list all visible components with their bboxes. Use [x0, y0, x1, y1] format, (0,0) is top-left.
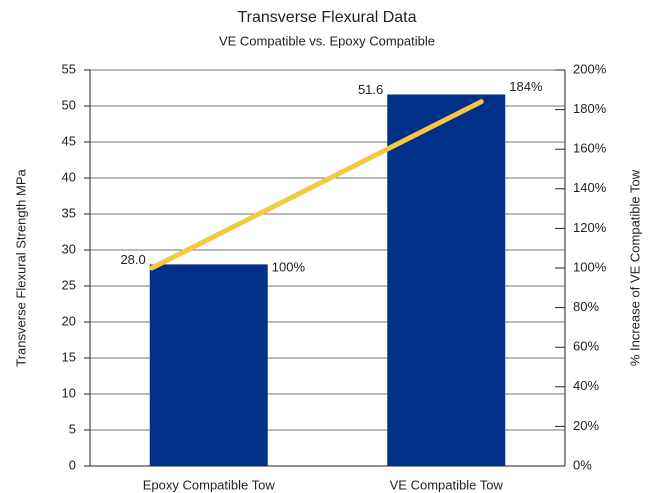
y2-tick-label: 200%: [573, 61, 607, 76]
y2-tick-label: 180%: [573, 101, 607, 116]
y-tick-label: 45: [62, 133, 76, 148]
y2-tick-label: 160%: [573, 141, 607, 156]
y-axis-label: Transverse Flexural Strength MPa: [13, 168, 28, 366]
x-tick-label: VE Compatible Tow: [390, 477, 504, 492]
bar: [387, 94, 506, 466]
bar-value-label: 28.0: [120, 252, 145, 267]
y-tick-label: 55: [62, 61, 76, 76]
y2-tick-label: 120%: [573, 220, 607, 235]
y2-tick-label: 40%: [573, 378, 599, 393]
line-value-label: 184%: [509, 79, 543, 94]
y-tick-label: 20: [62, 313, 76, 328]
bar-value-label: 51.6: [358, 82, 383, 97]
y2-tick-label: 140%: [573, 180, 607, 195]
y-tick-label: 50: [62, 97, 76, 112]
line-value-label: 100%: [272, 259, 306, 274]
bar: [149, 264, 268, 466]
y2-tick-label: 20%: [573, 418, 599, 433]
y-tick-label: 25: [62, 277, 76, 292]
line-series: [149, 99, 484, 271]
y2-tick-label: 0%: [573, 457, 592, 472]
y2-axis-label: % Increase of VE Compatible Tow: [627, 169, 642, 366]
y-tick-label: 40: [62, 169, 76, 184]
chart-title: Transverse Flexural Data: [237, 9, 416, 26]
y2-tick-label: 60%: [573, 339, 599, 354]
y-tick-label: 30: [62, 241, 76, 256]
x-tick-label: Epoxy Compatible Tow: [143, 477, 276, 492]
y-tick-label: 35: [62, 205, 76, 220]
chart-subtitle: VE Compatible vs. Epoxy Compatible: [219, 33, 435, 48]
y-tick-label: 5: [69, 421, 76, 436]
y2-tick-label: 100%: [573, 259, 607, 274]
y-tick-label: 0: [69, 457, 76, 472]
y-tick-label: 15: [62, 349, 76, 364]
y2-tick-label: 80%: [573, 299, 599, 314]
y-tick-label: 10: [62, 385, 76, 400]
